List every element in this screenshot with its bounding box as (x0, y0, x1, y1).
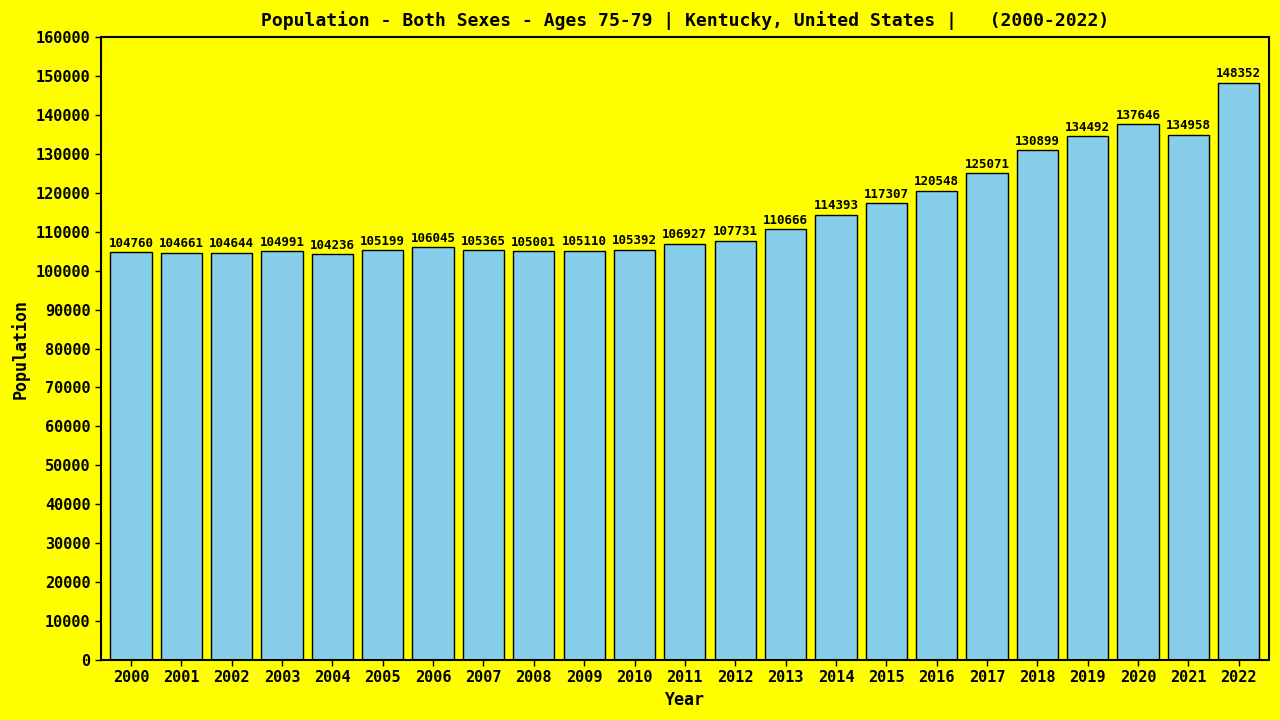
Text: 104644: 104644 (209, 238, 255, 251)
Text: 120548: 120548 (914, 176, 959, 189)
Text: 110666: 110666 (763, 214, 808, 227)
Text: 104991: 104991 (260, 236, 305, 249)
Bar (312, 254, 353, 660)
Bar (563, 251, 605, 660)
Bar (1016, 150, 1059, 660)
Text: 117307: 117307 (864, 188, 909, 201)
Text: 105392: 105392 (612, 235, 657, 248)
Text: 114393: 114393 (813, 199, 859, 212)
Bar (463, 250, 504, 660)
Bar (110, 252, 151, 660)
Bar (966, 173, 1007, 660)
Text: 105110: 105110 (562, 235, 607, 248)
Y-axis label: Population: Population (12, 299, 31, 399)
Text: 105365: 105365 (461, 235, 506, 248)
X-axis label: Year: Year (664, 691, 705, 709)
Bar (1068, 137, 1108, 660)
Bar (1167, 135, 1210, 660)
Text: 105001: 105001 (511, 236, 557, 249)
Text: 134958: 134958 (1166, 120, 1211, 132)
Text: 106927: 106927 (662, 228, 708, 241)
Bar (1117, 125, 1158, 660)
Text: 104236: 104236 (310, 239, 355, 252)
Bar (765, 229, 806, 660)
Bar (865, 203, 908, 660)
Text: 104760: 104760 (109, 237, 154, 250)
Text: 105199: 105199 (360, 235, 406, 248)
Bar (714, 240, 756, 660)
Bar (614, 250, 655, 660)
Text: 137646: 137646 (1115, 109, 1161, 122)
Title: Population - Both Sexes - Ages 75-79 | Kentucky, United States |   (2000-2022): Population - Both Sexes - Ages 75-79 | K… (261, 11, 1108, 30)
Bar (664, 244, 705, 660)
Text: 148352: 148352 (1216, 67, 1261, 80)
Bar (261, 251, 302, 660)
Bar (513, 251, 554, 660)
Text: 134492: 134492 (1065, 121, 1110, 134)
Bar (815, 215, 856, 660)
Text: 125071: 125071 (964, 158, 1010, 171)
Bar (362, 251, 403, 660)
Bar (161, 253, 202, 660)
Bar (916, 191, 957, 660)
Text: 130899: 130899 (1015, 135, 1060, 148)
Bar (412, 247, 453, 660)
Text: 104661: 104661 (159, 238, 204, 251)
Text: 106045: 106045 (411, 232, 456, 245)
Bar (1219, 83, 1260, 660)
Text: 107731: 107731 (713, 225, 758, 238)
Bar (211, 253, 252, 660)
